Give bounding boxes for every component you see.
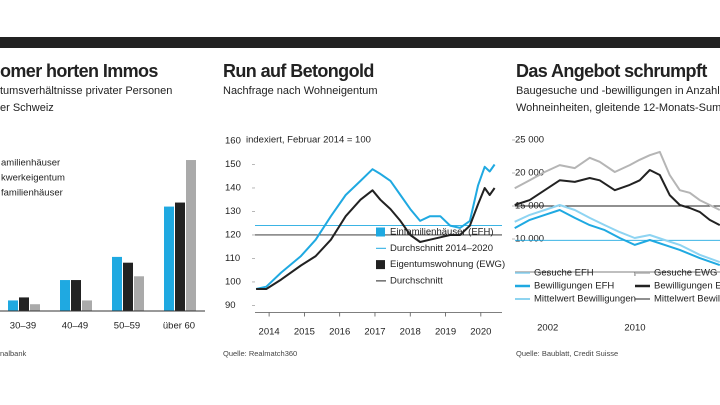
bar bbox=[60, 280, 70, 311]
bar bbox=[112, 256, 122, 311]
y-tick-label: 160 bbox=[225, 136, 241, 147]
bar bbox=[186, 160, 196, 311]
bar bbox=[8, 300, 18, 311]
x-tick-label: über 60 bbox=[163, 321, 195, 332]
series-line bbox=[514, 204, 720, 264]
series-line bbox=[514, 169, 720, 226]
x-tick-label: 2019 bbox=[435, 327, 456, 338]
legend-label: Gesuche EFH bbox=[534, 268, 594, 279]
source: nalbank bbox=[0, 349, 27, 358]
x-tick-label: 2016 bbox=[329, 327, 350, 338]
subtitle: er Schweiz bbox=[0, 102, 54, 114]
legend-label: Gesuche EWG bbox=[654, 268, 717, 279]
x-tick-label: 2020 bbox=[470, 327, 491, 338]
legend-label: familienhäuser bbox=[1, 188, 63, 199]
legend-label: Eigentumswohnung (EWG) bbox=[390, 259, 505, 270]
bar bbox=[19, 297, 29, 311]
legend-swatch bbox=[376, 227, 385, 237]
bar bbox=[123, 262, 133, 311]
bar bbox=[175, 202, 185, 311]
bar bbox=[134, 276, 144, 311]
top-bar bbox=[0, 37, 720, 48]
subtitle: Wohneinheiten, gleitende 12-Monats-Summ bbox=[516, 102, 720, 114]
y-tick-label: 90 bbox=[225, 300, 236, 311]
x-tick-label: 40–49 bbox=[62, 321, 88, 332]
y-tick-label: 25 000 bbox=[515, 135, 544, 146]
y-tick-label: 10 000 bbox=[515, 234, 544, 245]
x-tick-label: 2002 bbox=[537, 323, 558, 334]
x-tick-label: 2018 bbox=[400, 327, 421, 338]
legend-label: Bewilligungen EFH bbox=[534, 281, 614, 292]
annotation: indexiert, Februar 2014 = 100 bbox=[246, 135, 371, 146]
y-tick-label: 100 bbox=[225, 276, 241, 287]
x-tick-label: 50–59 bbox=[114, 321, 140, 332]
legend-label: Einfamilienhäuser (EFH) bbox=[390, 227, 493, 238]
x-tick-label: 30–39 bbox=[10, 321, 36, 332]
series-line bbox=[255, 163, 496, 290]
legend-label: Durchschnitt bbox=[390, 275, 443, 286]
source: Quelle: Realmatch360 bbox=[223, 349, 297, 358]
legend-label: amilienhäuser bbox=[1, 158, 60, 169]
chart-title: omer horten Immos bbox=[0, 61, 158, 81]
legend-swatch bbox=[376, 260, 385, 270]
y-tick-label: 150 bbox=[225, 159, 241, 170]
source: Quelle: Baublatt, Credit Suisse bbox=[516, 349, 618, 358]
subtitle: Nachfrage nach Wohneigentum bbox=[223, 85, 378, 97]
chart-title: Das Angebot schrumpft bbox=[516, 61, 707, 81]
legend-label: Bewilligungen EWG bbox=[654, 281, 720, 292]
series-line bbox=[514, 150, 720, 211]
y-tick-label: 110 bbox=[225, 253, 240, 264]
y-tick-label: 140 bbox=[225, 183, 241, 194]
legend-label: kwerkeigentum bbox=[1, 173, 65, 184]
series-line bbox=[256, 187, 496, 290]
y-tick-label: 20 000 bbox=[515, 168, 544, 179]
bar bbox=[71, 280, 81, 311]
legend-label: Durchschnitt 2014–2020 bbox=[390, 243, 493, 254]
series-line bbox=[514, 209, 720, 267]
y-tick-label: 120 bbox=[225, 229, 241, 240]
x-tick-label: 2014 bbox=[259, 327, 280, 338]
bar bbox=[30, 304, 40, 311]
x-tick-label: 2015 bbox=[294, 327, 315, 338]
y-tick-label: 130 bbox=[225, 206, 241, 217]
bar bbox=[164, 206, 174, 311]
x-tick-label: 2017 bbox=[364, 327, 385, 338]
x-tick-label: 2010 bbox=[624, 323, 645, 334]
chart-title: Run auf Betongold bbox=[223, 61, 374, 81]
subtitle: tumsverhältnisse privater Personen bbox=[0, 85, 172, 97]
legend-label: Mittelwert Bewilligungen bbox=[654, 294, 720, 305]
bar bbox=[82, 300, 92, 311]
legend-label: Mittelwert Bewilligungen bbox=[534, 294, 636, 305]
subtitle: Baugesuche und -bewilligungen in Anzahl bbox=[516, 85, 720, 97]
